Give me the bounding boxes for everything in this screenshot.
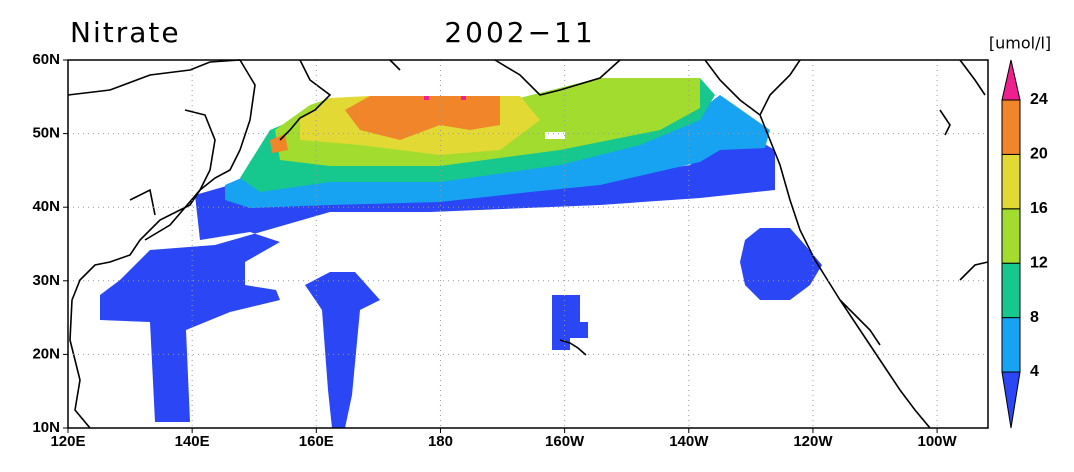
field-region bbox=[461, 96, 466, 100]
coastline bbox=[279, 59, 401, 141]
title: Nitrate bbox=[70, 16, 181, 49]
colorbar-label: 12 bbox=[1030, 254, 1048, 271]
lat-tick-label: 30N bbox=[32, 272, 60, 289]
colorbar-box bbox=[1001, 317, 1021, 373]
lon-tick-label: 140W bbox=[669, 433, 709, 450]
coastlines bbox=[67, 59, 989, 429]
colorbar-box bbox=[1001, 208, 1021, 264]
field-region bbox=[305, 272, 380, 428]
plot-frame bbox=[67, 59, 989, 429]
lat-tick-label: 50N bbox=[32, 125, 60, 142]
coastline bbox=[559, 339, 587, 356]
colorbar-box bbox=[1001, 262, 1021, 319]
colorbar-end bbox=[1001, 59, 1021, 101]
lon-tick-label: 120E bbox=[50, 433, 85, 450]
colorbar-label: 4 bbox=[1030, 363, 1039, 380]
colorbar-label: 20 bbox=[1030, 146, 1048, 163]
colorbar-box bbox=[1001, 153, 1021, 210]
colorbar-box bbox=[1001, 99, 1021, 155]
units: [umol/l] bbox=[989, 34, 1051, 53]
field-gap bbox=[545, 132, 565, 139]
coastline bbox=[939, 59, 989, 281]
field-region bbox=[424, 96, 429, 100]
lat-tick-label: 20N bbox=[32, 345, 60, 362]
date: 2002−11 bbox=[444, 16, 595, 49]
coastline bbox=[129, 109, 216, 241]
coastline bbox=[494, 59, 931, 429]
lat-tick-label: 60N bbox=[32, 51, 60, 68]
colorbar: 4 8 12 16 20 24 bbox=[1001, 59, 1048, 429]
lon-tick-label: 120W bbox=[793, 433, 833, 450]
colorbar-label: 16 bbox=[1030, 200, 1048, 217]
lon-tick-label: 100W bbox=[918, 433, 958, 450]
nitrate-field bbox=[100, 78, 822, 428]
coastline bbox=[67, 59, 256, 429]
colorbar-label: 24 bbox=[1030, 91, 1048, 108]
field-region bbox=[270, 134, 288, 153]
field-region bbox=[552, 295, 588, 350]
colorbar-label: 8 bbox=[1030, 309, 1039, 326]
lon-tick-label: 140E bbox=[175, 433, 210, 450]
lon-tick-label: 160E bbox=[299, 433, 334, 450]
lon-tick-label: 160W bbox=[545, 433, 585, 450]
lat-tick-label: 40N bbox=[32, 198, 60, 215]
field-region bbox=[740, 228, 822, 300]
field-region bbox=[345, 96, 500, 140]
lon-tick-label: 180 bbox=[428, 433, 453, 450]
colorbar-end bbox=[1001, 371, 1021, 429]
lat-tick-label: 10N bbox=[32, 419, 60, 436]
